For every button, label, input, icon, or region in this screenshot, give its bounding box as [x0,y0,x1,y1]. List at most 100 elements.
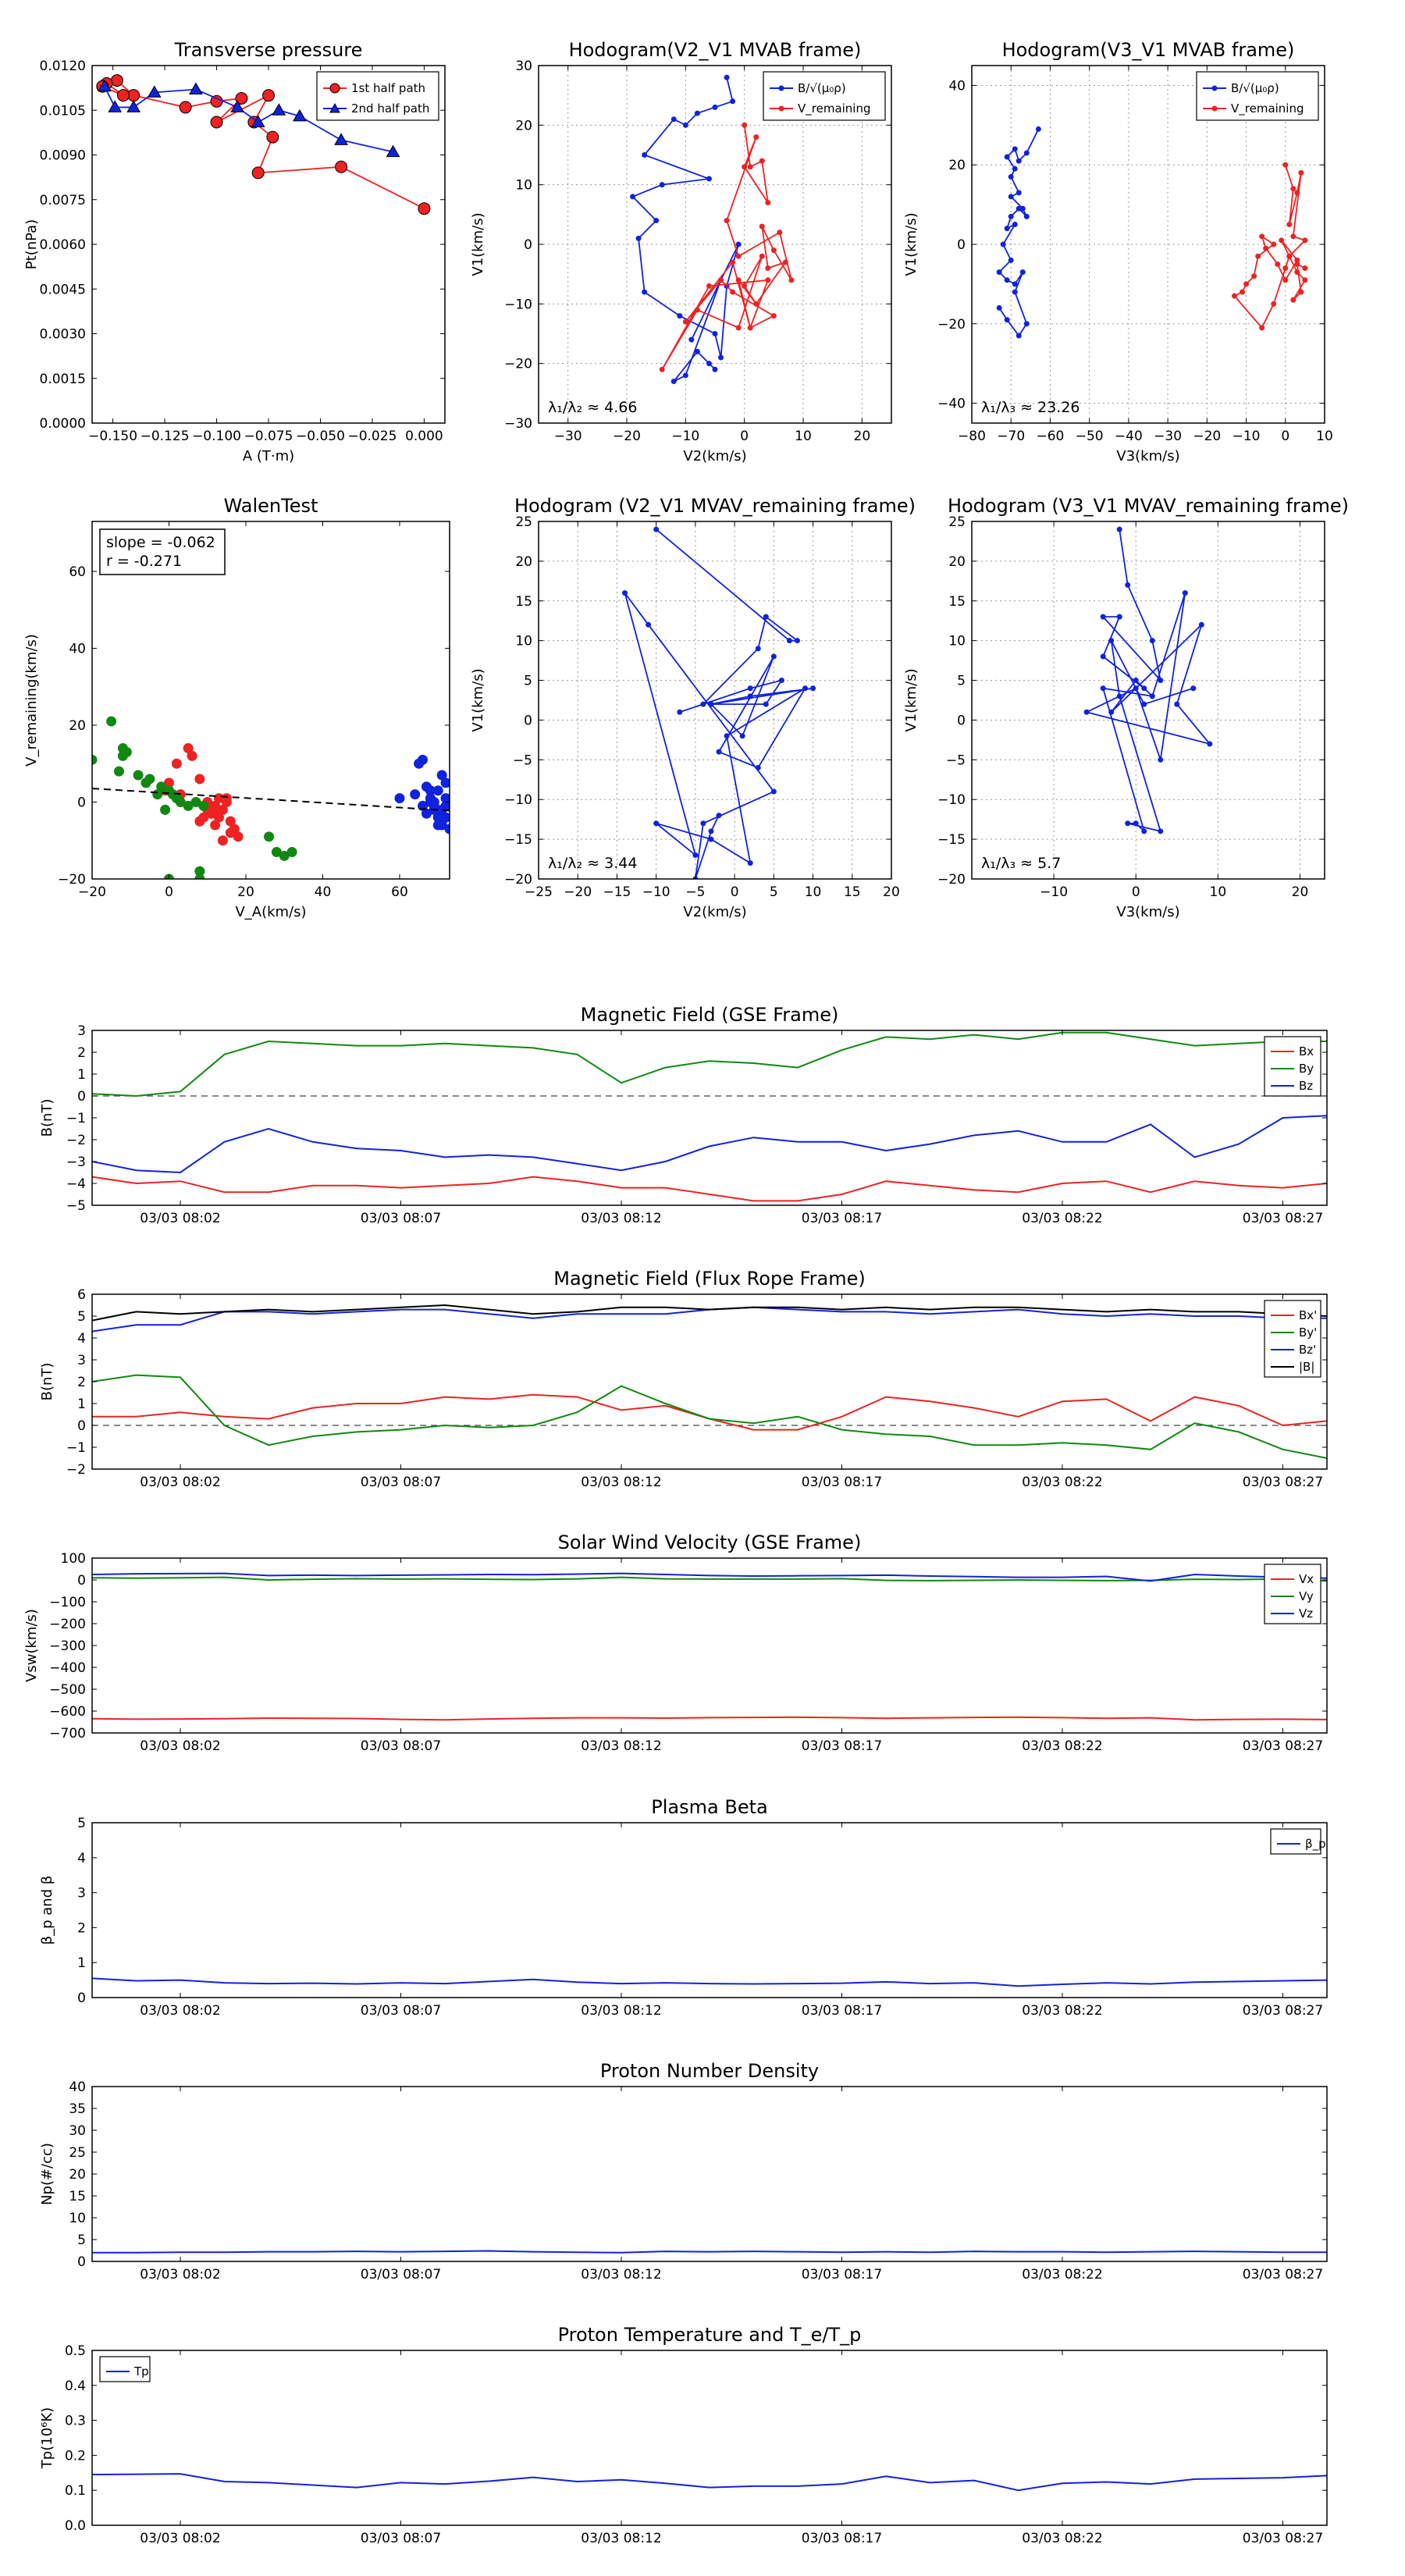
series-group [92,1977,1327,1987]
data-point [1243,281,1250,287]
data-point [1294,261,1300,267]
data-point [1008,213,1014,219]
data-point [1004,317,1010,323]
data-point [271,847,282,858]
data-point [171,758,182,769]
x-tick-label: 03/03 08:02 [140,1211,220,1226]
x-tick-label: 10 [1316,429,1333,444]
data-point [706,283,712,289]
chart-title: Hodogram(V2_V1 MVAB frame) [569,39,862,61]
x-tick-label: 03/03 08:12 [581,2531,661,2546]
x-tick-label: −10 [671,429,699,444]
data-point [1282,265,1289,272]
x-tick-label: 03/03 08:22 [1022,1738,1102,1754]
y-tick-label: 30 [515,59,532,74]
data-point [113,766,124,777]
x-tick-label: −20 [1193,429,1221,444]
x-axis-label: V3(km/s) [1116,448,1179,464]
data-point [735,325,742,331]
data-point [440,793,450,804]
legend-box [1264,1300,1321,1378]
data-point [92,754,98,765]
data-point [742,283,748,289]
eigen-ratio-label: λ₁/λ₂ ≈ 4.66 [548,399,637,416]
data-point [1149,693,1155,699]
x-tick-label: −30 [554,429,582,444]
data-point [187,750,197,761]
x-tick-label: 0 [731,884,739,900]
y-tick-label: −600 [49,1704,86,1720]
stats-line: slope = -0.062 [106,534,215,551]
data-point [1279,237,1285,244]
data-point [1158,678,1164,684]
y-tick-label: −5 [513,753,532,768]
data-point [755,765,761,771]
x-tick-label: 03/03 08:02 [140,2003,220,2019]
y-tick-label: 0.0 [65,2518,86,2534]
x-tick-label: −20 [613,429,641,444]
series-line [92,1115,1327,1174]
x-tick-label: 03/03 08:17 [802,2267,882,2282]
x-tick-label: 20 [883,884,900,900]
series-line [92,1977,1327,1987]
x-tick-label: 03/03 08:17 [802,1211,882,1226]
y-axis-label: Vsw(km/s) [23,1609,40,1682]
x-tick-label: 10 [1210,884,1227,900]
series-group [92,1304,1327,1459]
x-tick-label: 03/03 08:12 [581,1738,661,1754]
y-tick-label: −20 [937,872,966,888]
data-point [1100,685,1106,692]
y-axis-label: V1(km/s) [903,212,919,276]
series-line [92,1576,1327,1582]
data-point [1290,233,1297,240]
x-tick-label: 20 [1292,884,1309,900]
data-point [262,89,275,102]
data-point [755,646,761,652]
data-point [1158,756,1164,763]
chart-title: Hodogram (V3_V1 MVAV_remaining frame) [948,495,1349,517]
data-point [708,701,714,707]
x-axis-label: V_A(km/s) [235,904,306,920]
data-point [1141,828,1147,834]
data-point [1294,190,1300,196]
x-tick-label: 0 [740,429,749,444]
chart-title: Hodogram(V3_V1 MVAB frame) [1002,39,1295,61]
data-point [1290,186,1297,192]
data-point [117,750,128,761]
series-line [92,1716,1327,1721]
legend-label: Tp [133,2364,149,2379]
y-axis-label: V_remaining(km/s) [23,634,40,767]
y-tick-label: 2 [77,1920,86,1936]
data-point [1302,237,1308,244]
data-point [133,770,144,781]
data-point [692,852,699,858]
data-point [1271,241,1277,247]
data-point [1141,685,1147,692]
data-point [1125,820,1131,827]
data-point [98,79,112,92]
x-axis-label: V2(km/s) [683,448,746,464]
x-tick-label: −0.100 [192,429,241,444]
eigen-ratio-label: λ₁/λ₂ ≈ 3.44 [548,855,637,872]
y-tick-label: 0.3 [65,2414,86,2429]
data-point [747,693,753,699]
panel-h3: −25 −20 −15 −10 −5 0 5 10 15 20−20−15−10−50510152… [470,495,916,920]
y-tick-label: 10 [515,178,532,194]
x-tick-label: −5 [685,884,705,900]
y-tick-label: 0.5 [65,2343,86,2359]
data-point [272,103,286,116]
data-point [763,614,769,620]
data-point [682,318,688,325]
y-tick-label: 10 [515,634,532,649]
data-point [160,804,171,815]
data-point [1035,126,1041,132]
data-point [763,701,769,707]
y-tick-label: 10 [948,634,966,649]
series-group [92,2250,1327,2254]
y-tick-label: 40 [948,78,966,94]
data-point [175,797,186,808]
data-point [1012,165,1018,172]
data-point [183,743,194,754]
panel-h1: −30 −20 −10 0 10 20 −30 −20 −10 0 10 20 30 Hodogram(V… [470,39,892,464]
y-tick-label: 20 [948,158,966,173]
